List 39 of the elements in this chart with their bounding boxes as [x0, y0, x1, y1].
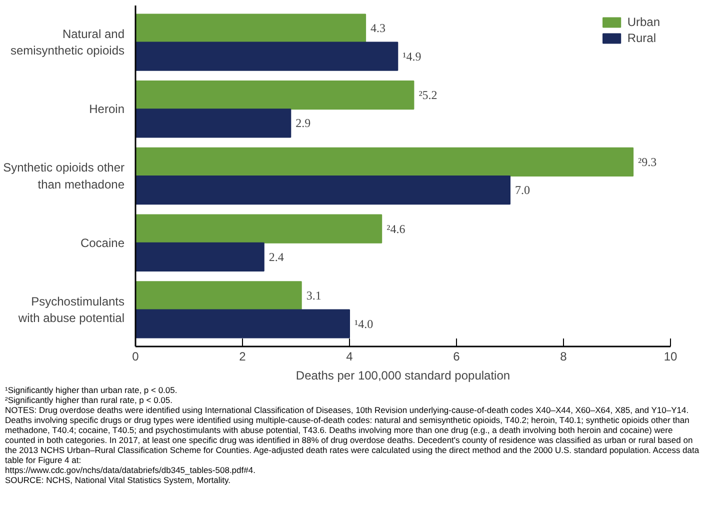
text: https://www.cdc.gov/nchs/data/databriefs/db345_tables-508.pdf#4. — [5, 465, 256, 475]
bar — [136, 214, 382, 244]
data-label: ²4.6 — [386, 222, 406, 236]
bar — [136, 108, 292, 138]
x-tick-label: 8 — [560, 350, 568, 364]
x-tick-label: 0 — [132, 350, 140, 364]
source-note: SOURCE: NCHS, National Vital Statistics System, Mortality. — [5, 475, 230, 485]
data-label: ²5.2 — [418, 88, 438, 102]
y-tick-label: Natural and semisynthetic opioids — [10, 26, 125, 58]
x-tick-label: 10 — [664, 350, 678, 364]
y-tick-label: Synthetic opioids other than methadone — [3, 160, 125, 192]
bar — [136, 42, 398, 71]
x-axis-title: Deaths per 100,000 standard population — [296, 368, 510, 382]
x-tick-label: 2 — [239, 350, 246, 364]
text: ²Significantly higher than rural rate, p < 0.05. — [5, 395, 172, 405]
text: NOTES: Drug overdose deaths were identified using International Classification of Diseases, 10th Revision underlying-cause-of-death codes X40–X44, X60–X64, X85, and Y10–Y14. Deaths involving specific drugs or drug types were identified using multiple-cause-of-death codes: natural and semisynthetic opioids, T40.2; heroin, T40.1; synthetic opioids other than methadone, T40.4; cocaine, T40.5; and psychostimulants with abuse potential, T43.6. Deaths involving more than one drug (e.g., a death involving both heroin and cocaine) were counted in both categories. In 2017, at least one specific drug was identified in 88% of drug overdose deaths. Decedent's county of residence was classified as urban or rural based on the 2013 NCHS Urban–Rural Classification Scheme for Counties. Age-adjusted death rates were calculated using the direct method and the 2000 U.S. standard population. Access data table for Figure 4 at: — [5, 405, 700, 465]
bar — [136, 309, 350, 338]
y-tick-label: Heroin — [89, 102, 125, 116]
data-label: 7.0 — [515, 183, 530, 198]
bar — [136, 14, 366, 43]
legend-label: Rural — [627, 31, 656, 45]
text: ¹Significantly higher than urban rate, p < 0.05. — [5, 385, 178, 395]
x-tick-label: 6 — [453, 350, 460, 364]
bar — [136, 176, 510, 205]
y-tick-label: Cocaine — [80, 236, 125, 250]
data-label: 2.4 — [268, 250, 284, 264]
data-label: ²9.3 — [638, 154, 657, 169]
data-label: 3.1 — [306, 288, 322, 303]
data-label: 4.3 — [370, 21, 386, 36]
data-label: 2.9 — [296, 116, 311, 130]
bar — [136, 147, 634, 176]
bar — [136, 242, 264, 272]
data-label: ¹4.0 — [354, 316, 374, 331]
y-tick-label: Psychostimulants with abuse potential — [17, 294, 125, 326]
bar — [136, 281, 302, 310]
x-tick-label: 4 — [346, 350, 354, 364]
bar — [136, 80, 414, 110]
data-label: ¹4.9 — [402, 49, 422, 64]
legend-label: Urban — [627, 15, 660, 29]
